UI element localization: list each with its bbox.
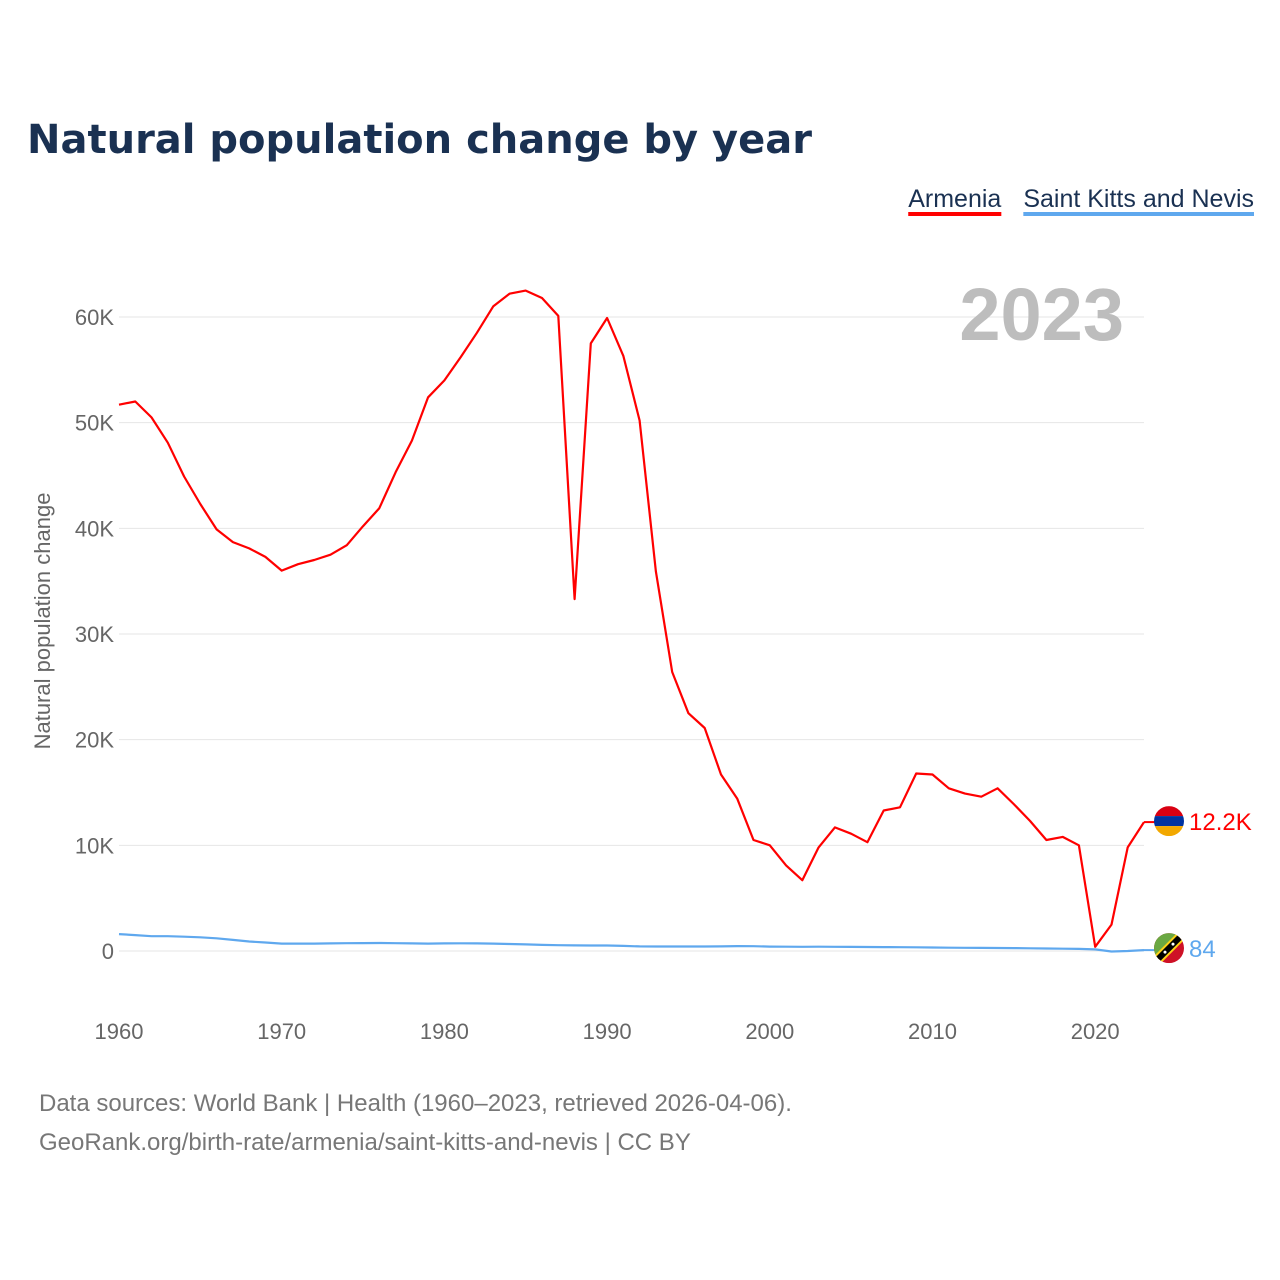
x-tick-label: 1990 (583, 1019, 632, 1044)
x-tick-label: 2020 (1071, 1019, 1120, 1044)
x-tick-label: 1970 (257, 1019, 306, 1044)
y-tick-label: 0 (102, 939, 114, 964)
y-tick-label: 20K (75, 728, 114, 753)
y-tick-label: 10K (75, 833, 114, 858)
legend-item[interactable]: Saint Kitts and Nevis (1023, 185, 1254, 213)
end-labels: 12.2K 84 (1144, 806, 1252, 964)
y-tick-label: 40K (75, 516, 114, 541)
x-tick-label: 1960 (95, 1019, 144, 1044)
chart-title: Natural population change by year (27, 117, 812, 163)
x-tick-label: 2010 (908, 1019, 957, 1044)
x-tick-label: 2000 (745, 1019, 794, 1044)
y-tick-label: 60K (75, 305, 114, 330)
y-axis-label: Natural population change (30, 493, 55, 750)
x-axis: 1960 1970 1980 1990 2000 2010 2020 (95, 1019, 1120, 1044)
end-value-label: 84 (1189, 936, 1216, 963)
series-line (118, 289, 1145, 948)
footer-attribution: GeoRank.org/birth-rate/armenia/saint-kit… (39, 1129, 691, 1156)
armenia-flag-icon (1154, 806, 1184, 837)
legend-item[interactable]: Armenia (908, 185, 1001, 213)
series-line (118, 933, 1145, 953)
legend: Saint Kitts and Nevis Armenia (908, 185, 1254, 216)
year-watermark: 2023 (959, 273, 1124, 356)
grid: 0 10K 20K 30K 40K 50K 60K (75, 305, 1144, 964)
saint-kitts-flag-icon (1154, 933, 1184, 964)
y-tick-label: 50K (75, 411, 114, 436)
footer-sources: Data sources: World Bank | Health (1960–… (39, 1090, 792, 1117)
y-tick-label: 30K (75, 622, 114, 647)
legend-swatch (908, 212, 1002, 216)
end-value-label: 12.2K (1189, 809, 1252, 836)
series-lines (118, 289, 1145, 953)
x-tick-label: 1980 (420, 1019, 469, 1044)
legend-swatch (1023, 212, 1254, 216)
